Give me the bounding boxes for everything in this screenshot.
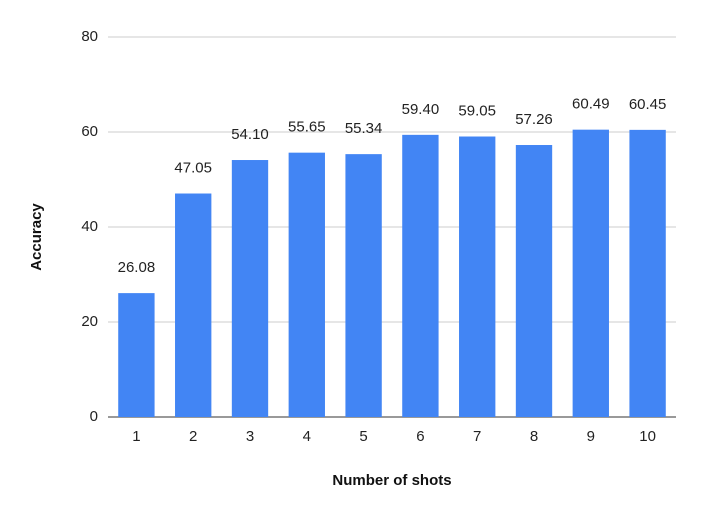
bar	[118, 293, 155, 417]
data-label: 47.05	[174, 159, 212, 176]
data-label: 59.40	[402, 101, 440, 118]
x-tick-label: 4	[303, 428, 311, 445]
x-tick-label: 8	[530, 428, 538, 445]
x-tick-label: 3	[246, 428, 254, 445]
y-axis-title: Accuracy	[28, 203, 45, 271]
x-tick-label: 9	[587, 428, 595, 445]
data-label: 57.26	[515, 111, 553, 128]
bar	[231, 160, 269, 417]
data-label: 55.34	[345, 120, 383, 137]
x-tick-label: 5	[359, 428, 367, 445]
x-tick-label: 6	[416, 428, 424, 445]
x-tick-label: 2	[189, 428, 197, 445]
y-tick-label: 20	[81, 313, 98, 330]
bar	[459, 136, 496, 417]
y-tick-label: 80	[81, 28, 98, 45]
x-tick-label: 10	[639, 428, 656, 445]
bar	[175, 193, 212, 417]
data-label: 59.05	[458, 102, 496, 119]
bar	[629, 129, 666, 418]
data-label: 60.49	[572, 96, 610, 113]
bar	[345, 154, 382, 417]
data-label: 26.08	[118, 259, 156, 276]
data-label: 55.65	[288, 119, 326, 136]
bar	[572, 129, 609, 418]
data-label: 54.10	[231, 126, 269, 143]
bar	[402, 134, 439, 417]
data-label: 60.45	[629, 96, 667, 113]
y-tick-label: 60	[81, 123, 98, 140]
x-axis-title: Number of shots	[332, 472, 451, 489]
bar	[288, 152, 325, 417]
x-tick-label: 1	[132, 428, 140, 445]
x-tick-label: 7	[473, 428, 481, 445]
y-tick-label: 40	[81, 218, 98, 235]
y-tick-label: 0	[90, 408, 98, 425]
bar	[515, 145, 553, 417]
